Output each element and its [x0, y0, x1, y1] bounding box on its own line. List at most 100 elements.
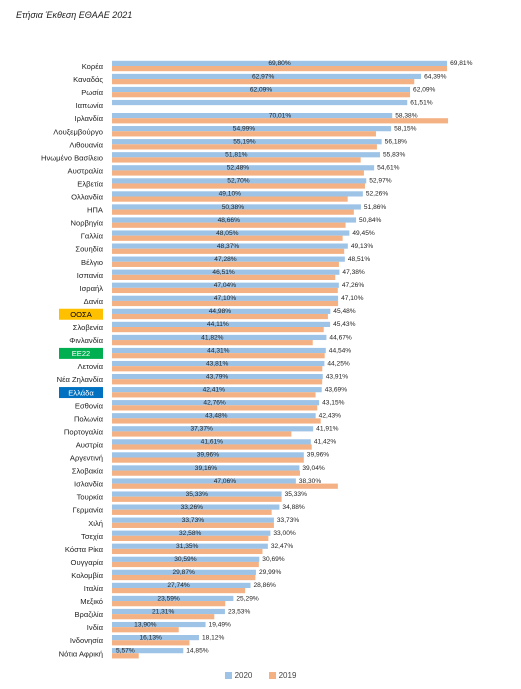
bar-2020-cat-38 — [112, 556, 260, 562]
value-label-2019-cat-37: 31,35% — [176, 543, 199, 550]
bar-2019-cat-37 — [112, 548, 263, 555]
category-label-cat-37: Κόστα Ρίκα — [65, 545, 104, 554]
value-label-2020-cat-25: 43,69% — [325, 386, 348, 393]
category-label-cat-7: Ηνωμένο Βασίλειο — [41, 153, 103, 162]
bar-2019-cat-15 — [112, 261, 339, 267]
value-label-2020-cat-1: 64,39% — [424, 73, 447, 80]
bar-2020-cat-12 — [112, 217, 357, 223]
highlight-box-cat-22 — [59, 347, 103, 359]
value-label-2019-cat-32: 47,06% — [214, 478, 237, 485]
category-label-cat-24: Νέα Ζηλανδία — [57, 375, 104, 384]
bar-2019-cat-23 — [112, 366, 323, 372]
category-label-cat-6: Λιθουανία — [69, 140, 103, 149]
bar-2019-cat-9 — [112, 183, 365, 189]
category-label-cat-14: Σουηδία — [75, 245, 103, 254]
bar-2019-cat-41 — [112, 601, 226, 607]
bar-2019-cat-31 — [112, 470, 300, 476]
category-label-cat-26: Εσθονία — [75, 401, 104, 410]
value-label-2019-cat-43: 13,90% — [134, 621, 157, 628]
bar-2019-cat-28 — [112, 431, 292, 437]
value-label-2020-cat-27: 42,43% — [319, 413, 342, 420]
value-label-2020-cat-43: 19,49% — [209, 621, 232, 628]
bar-2020-cat-43 — [112, 621, 206, 628]
bar-2019-cat-12 — [112, 222, 346, 228]
value-label-2020-cat-17: 47,26% — [342, 282, 365, 289]
bar-2020-cat-35 — [112, 517, 274, 523]
value-label-2019-cat-34: 33,26% — [181, 504, 204, 511]
value-label-2019-cat-11: 50,38% — [222, 204, 245, 211]
bar-2020-cat-30 — [112, 452, 304, 458]
bar-2020-cat-25 — [112, 387, 322, 393]
bar-2019-cat-13 — [112, 235, 343, 241]
category-label-cat-21: Φινλανδία — [69, 336, 103, 345]
category-label-cat-20: Σλοβενία — [73, 323, 104, 332]
bar-2019-cat-29 — [112, 444, 312, 450]
bar-2019-cat-35 — [112, 522, 274, 528]
bar-2019-cat-20 — [112, 327, 324, 333]
bar-2020-cat-20 — [112, 321, 331, 327]
bar-2019-cat-39 — [112, 574, 256, 581]
category-label-cat-16: Ισπανία — [77, 271, 104, 280]
bar-2020-cat-16 — [112, 269, 340, 275]
bar-2020-cat-37 — [112, 543, 268, 549]
value-label-2020-cat-31: 39,04% — [302, 465, 325, 472]
value-label-2020-cat-2: 62,09% — [413, 86, 436, 93]
bar-2020-cat-21 — [112, 334, 327, 341]
bar-2019-cat-6 — [112, 144, 377, 150]
category-label-cat-22: ΕΕ22 — [72, 349, 91, 358]
value-label-2019-cat-29: 41,61% — [201, 439, 224, 446]
value-label-2020-cat-21: 44,67% — [329, 334, 352, 341]
bar-2020-cat-8 — [112, 165, 375, 171]
value-label-2019-cat-36: 32,58% — [179, 530, 202, 537]
category-label-cat-25: Ελλάδα — [68, 388, 94, 397]
category-label-cat-28: Πορτογαλία — [64, 427, 104, 436]
value-label-2020-cat-22: 44,54% — [329, 347, 352, 354]
category-label-cat-30: Αργεντινή — [70, 454, 103, 463]
bar-2019-cat-7 — [112, 157, 361, 163]
category-label-cat-1: Καναδάς — [73, 75, 103, 84]
bar-2020-cat-23 — [112, 360, 325, 367]
value-label-2020-cat-15: 48,51% — [348, 256, 371, 263]
value-label-2020-cat-14: 49,13% — [351, 243, 374, 250]
value-label-2020-cat-3: 61,51% — [410, 99, 433, 106]
category-label-cat-32: Ισλανδία — [74, 480, 104, 489]
bar-2020-cat-1 — [112, 73, 422, 80]
value-label-2019-cat-24: 43,79% — [206, 373, 229, 380]
bar-2019-cat-44 — [112, 640, 190, 646]
bar-2020-cat-39 — [112, 569, 256, 575]
value-label-2020-cat-38: 30,69% — [262, 556, 285, 563]
value-label-2020-cat-44: 18,12% — [202, 634, 225, 641]
value-label-2020-cat-8: 54,61% — [377, 165, 400, 172]
category-label-cat-39: Κολομβία — [71, 571, 103, 580]
bar-2019-cat-26 — [112, 405, 318, 411]
value-label-2019-cat-35: 33,73% — [182, 517, 205, 524]
bar-2020-cat-44 — [112, 635, 199, 641]
value-label-2020-cat-10: 52,26% — [366, 191, 389, 198]
bar-2020-cat-22 — [112, 347, 326, 354]
bar-2020-cat-5 — [112, 126, 392, 132]
value-label-2019-cat-44: 16,13% — [140, 634, 163, 641]
category-label-cat-31: Σλοβακία — [72, 467, 104, 476]
bar-2020-cat-10 — [112, 191, 363, 197]
bar-2020-cat-36 — [112, 530, 271, 536]
value-label-2019-cat-33: 35,33% — [186, 491, 209, 498]
category-label-cat-19: ΟΟΣΑ — [70, 310, 93, 319]
value-label-2019-cat-5: 54,99% — [233, 125, 256, 132]
bar-2019-cat-40 — [112, 588, 246, 594]
bar-2020-cat-7 — [112, 152, 380, 158]
value-label-2020-cat-33: 35,33% — [285, 491, 308, 498]
value-label-2019-cat-2: 62,09% — [250, 86, 273, 93]
bar-2020-cat-29 — [112, 439, 311, 445]
category-label-cat-42: Βραζιλία — [74, 610, 103, 619]
bar-2019-cat-22 — [112, 353, 325, 359]
category-label-cat-35: Χιλή — [88, 519, 103, 528]
value-label-2020-cat-6: 56,18% — [385, 139, 408, 146]
category-label-cat-5: Λουξεμβούργο — [53, 127, 103, 136]
category-label-cat-15: Βέλγιο — [81, 258, 103, 267]
value-label-2020-cat-40: 28,86% — [254, 582, 277, 589]
bar-2020-cat-27 — [112, 413, 316, 419]
value-label-2019-cat-13: 48,05% — [216, 230, 239, 237]
category-label-cat-33: Τουρκία — [77, 493, 104, 502]
value-label-2020-cat-30: 39,96% — [307, 452, 330, 459]
value-label-2020-cat-35: 33,73% — [277, 517, 300, 524]
